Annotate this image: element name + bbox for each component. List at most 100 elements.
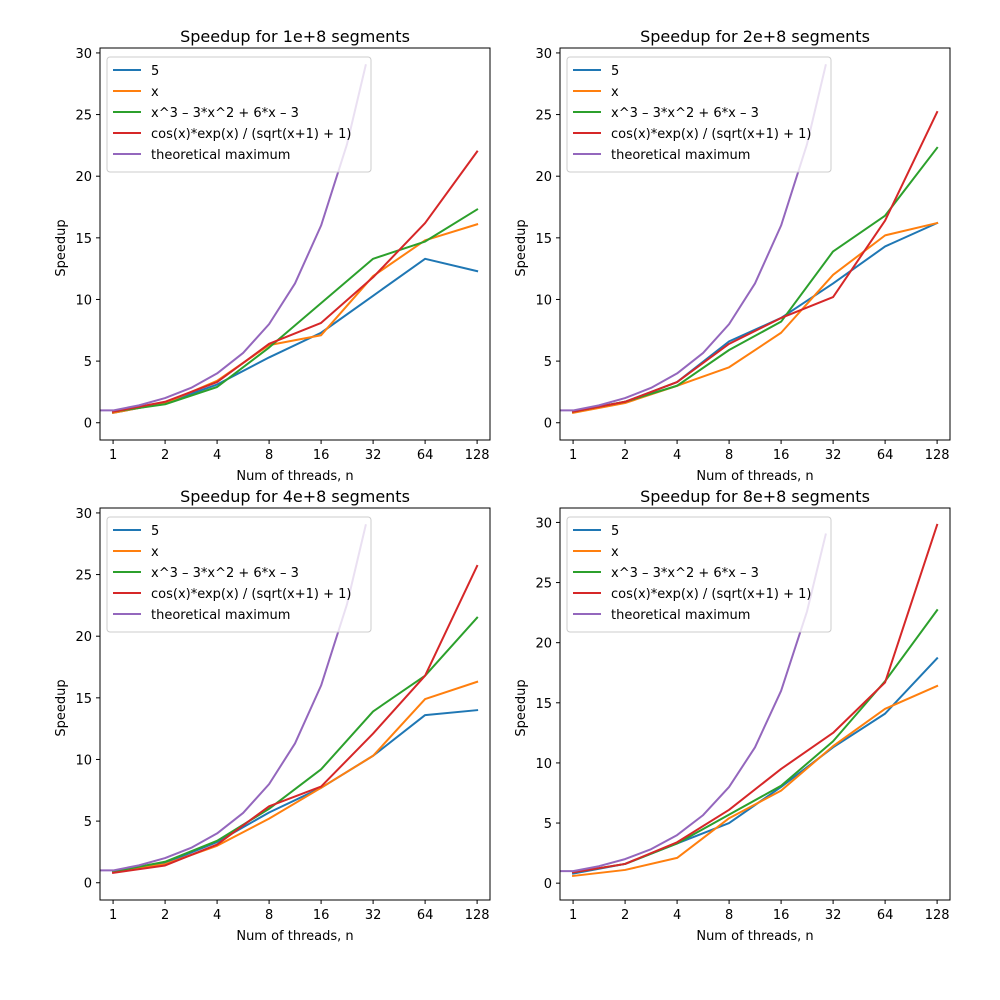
subplot-8e8: Speedup for 8e+8 segments Num of threads… xyxy=(514,487,951,944)
x-tick-label: 16 xyxy=(313,448,330,463)
y-tick-label: 15 xyxy=(535,232,552,247)
y-tick-label: 5 xyxy=(544,355,552,370)
y-tick-label: 20 xyxy=(75,170,92,185)
x-tick-label: 8 xyxy=(725,448,733,463)
x-tick-label: 8 xyxy=(265,908,273,923)
x-tick-label: 4 xyxy=(213,448,221,463)
series-line-3 xyxy=(111,564,479,875)
series-line-3 xyxy=(571,110,939,413)
legend-box xyxy=(566,56,832,173)
legend-entry: cos(x)*exp(x) / (sqrt(x+1) + 1) xyxy=(611,127,811,142)
legend-entry: x xyxy=(151,85,159,100)
x-tick-label: 1 xyxy=(569,908,577,923)
y-tick-label: 5 xyxy=(84,355,92,370)
chart-title: Speedup for 8e+8 segments xyxy=(640,487,870,506)
axes-frame xyxy=(559,507,951,901)
x-tick-label: 64 xyxy=(877,908,894,923)
x-tick-label: 32 xyxy=(825,448,842,463)
x-tick-label: 128 xyxy=(465,448,490,463)
x-tick-label: 64 xyxy=(877,448,894,463)
subplot-2e8: Speedup for 2e+8 segments Num of threads… xyxy=(514,27,951,484)
x-tick-label: 32 xyxy=(365,448,382,463)
legend: 5 x x^3 – 3*x^2 + 6*x – 3 cos(x)*exp(x) / (… xyxy=(106,56,372,173)
x-tick-label: 64 xyxy=(417,908,434,923)
x-tick-label: 1 xyxy=(569,448,577,463)
x-tick-label: 128 xyxy=(925,448,950,463)
y-tick-label: 25 xyxy=(535,109,552,124)
legend: 5 x x^3 – 3*x^2 + 6*x – 3 cos(x)*exp(x) / (… xyxy=(566,56,832,173)
legend-entry: theoretical maximum xyxy=(611,148,750,163)
legend: 5 x x^3 – 3*x^2 + 6*x – 3 cos(x)*exp(x) / (… xyxy=(106,516,372,633)
x-axis-label: Num of threads, n xyxy=(236,469,353,484)
x-axis-label: Num of threads, n xyxy=(696,469,813,484)
y-tick-label: 10 xyxy=(535,757,552,772)
legend-entry: cos(x)*exp(x) / (sqrt(x+1) + 1) xyxy=(151,127,351,142)
y-tick-label: 20 xyxy=(535,637,552,652)
y-tick-label: 30 xyxy=(75,47,92,62)
y-tick-label: 5 xyxy=(84,815,92,830)
subplot-1e8: Speedup for 1e+8 segments Num of threads… xyxy=(54,27,491,484)
y-tick-label: 15 xyxy=(75,692,92,707)
series-line-4 xyxy=(560,533,827,873)
y-tick-label: 10 xyxy=(75,293,92,308)
axes-frame xyxy=(99,507,491,901)
chart-title: Speedup for 1e+8 segments xyxy=(180,27,410,46)
x-tick-label: 1 xyxy=(109,448,117,463)
y-tick-label: 30 xyxy=(535,47,552,62)
y-tick-label: 20 xyxy=(535,170,552,185)
x-tick-label: 2 xyxy=(161,448,169,463)
legend-entry: 5 xyxy=(151,524,159,539)
y-tick-label: 0 xyxy=(84,417,92,432)
series-line-4 xyxy=(100,524,367,872)
x-tick-label: 4 xyxy=(673,908,681,923)
y-axis-label: Speedup xyxy=(54,219,69,276)
y-axis-label: Speedup xyxy=(54,679,69,736)
legend-entry: x^3 – 3*x^2 + 6*x – 3 xyxy=(151,566,299,581)
legend-entry: theoretical maximum xyxy=(151,608,290,623)
series-line-2 xyxy=(111,616,479,873)
y-tick-label: 15 xyxy=(535,697,552,712)
legend-entry: x xyxy=(611,545,619,560)
y-tick-label: 30 xyxy=(75,507,92,522)
x-tick-label: 2 xyxy=(161,908,169,923)
x-tick-label: 32 xyxy=(825,908,842,923)
y-tick-label: 5 xyxy=(544,817,552,832)
y-tick-label: 0 xyxy=(84,877,92,892)
x-tick-label: 2 xyxy=(621,448,629,463)
y-tick-label: 25 xyxy=(75,569,92,584)
x-tick-label: 8 xyxy=(725,908,733,923)
subplot-4e8: Speedup for 4e+8 segments Num of threads… xyxy=(54,487,491,944)
y-tick-label: 0 xyxy=(544,877,552,892)
y-axis-label: Speedup xyxy=(514,219,529,276)
series-line-0 xyxy=(111,709,479,873)
x-tick-label: 16 xyxy=(773,448,790,463)
y-tick-label: 0 xyxy=(544,417,552,432)
axes-frame xyxy=(99,47,491,441)
legend-box xyxy=(106,516,372,633)
legend-entry: 5 xyxy=(611,64,619,79)
x-tick-label: 128 xyxy=(925,908,950,923)
series-line-3 xyxy=(571,523,939,874)
series-line-2 xyxy=(111,208,479,413)
x-tick-label: 16 xyxy=(773,908,790,923)
x-tick-label: 16 xyxy=(313,908,330,923)
legend-entry: x^3 – 3*x^2 + 6*x – 3 xyxy=(611,106,759,121)
plot-area xyxy=(560,64,939,415)
x-tick-label: 8 xyxy=(265,448,273,463)
series-line-1 xyxy=(571,684,939,878)
series-line-4 xyxy=(560,64,827,412)
legend-box xyxy=(106,56,372,173)
legend-entry: 5 xyxy=(151,64,159,79)
x-tick-label: 32 xyxy=(365,908,382,923)
y-tick-label: 25 xyxy=(75,109,92,124)
legend-entry: theoretical maximum xyxy=(151,148,290,163)
series-line-3 xyxy=(111,150,479,413)
legend-entry: x^3 – 3*x^2 + 6*x – 3 xyxy=(611,566,759,581)
legend: 5 x x^3 – 3*x^2 + 6*x – 3 cos(x)*exp(x) / (… xyxy=(566,516,832,633)
legend-entry: x xyxy=(611,85,619,100)
chart-title: Speedup for 4e+8 segments xyxy=(180,487,410,506)
legend-entry: theoretical maximum xyxy=(611,608,750,623)
y-tick-label: 15 xyxy=(75,232,92,247)
x-tick-label: 2 xyxy=(621,908,629,923)
